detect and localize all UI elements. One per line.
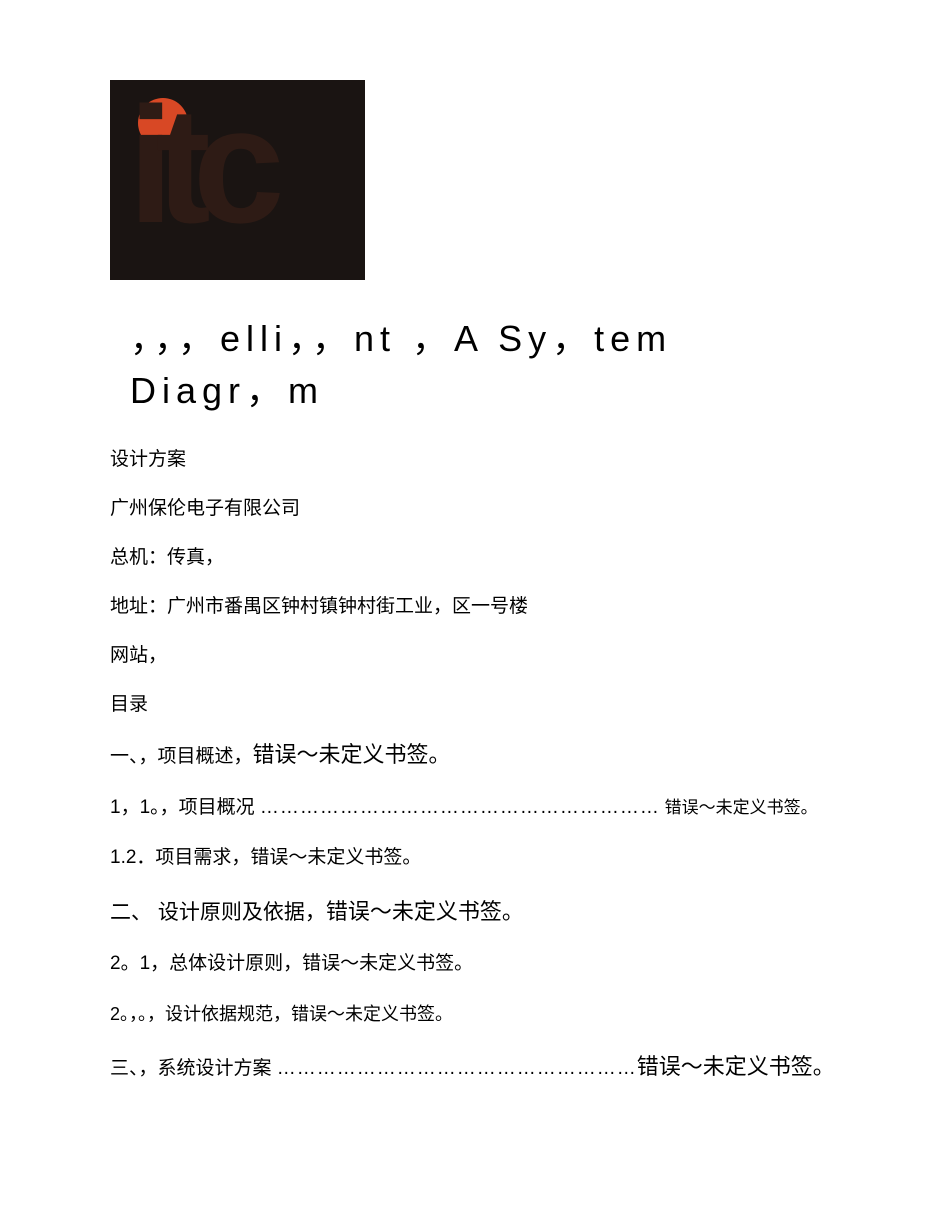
document-title: ，，，elli，，nt ，A Sy，tem Diagr，m — [130, 310, 840, 414]
toc-label: 目录 — [110, 689, 840, 716]
company-name: 广州保伦电子有限公司 — [110, 493, 840, 520]
toc-item-1-2: 1.2．项目需求，错误～未定义书签。 — [110, 844, 840, 873]
toc-item-3-error: 错误～未定义书签。 — [637, 1054, 835, 1079]
toc-item-1-1-dots: …………………………………………………… — [260, 797, 660, 818]
toc-item-2: 二、 设计原则及依据，错误～未定义书签。 — [110, 895, 840, 929]
toc-item-1: 一、，项目概述，错误～未定义书签。 — [110, 738, 840, 772]
toc-item-1-1-prefix: 1，1。，项目概况 — [110, 797, 260, 818]
address: 地址：广州市番禺区钟村镇钟村街工业，区一号楼 — [110, 591, 840, 618]
toc-item-1-1: 1，1。，项目概况 …………………………………………………… 错误～未定义书签。 — [110, 794, 840, 823]
phone-fax: 总机：传真， — [110, 542, 840, 569]
toc-item-3-prefix: 三、，系统设计方案 — [110, 1058, 277, 1079]
logo-text: itc — [128, 83, 267, 248]
toc-item-3: 三、，系统设计方案 ………………………………………………错误～未定义书签。 — [110, 1050, 840, 1084]
website: 网站， — [110, 640, 840, 667]
toc-item-2-2: 2。，。，设计依据规范，错误～未定义书签。 — [110, 1001, 840, 1028]
company-logo: itc — [110, 80, 365, 280]
toc-item-2-error: 错误～未定义书签。 — [326, 899, 524, 924]
toc-item-2-prefix: 二、 设计原则及依据， — [110, 901, 326, 924]
design-plan-label: 设计方案 — [110, 444, 840, 471]
toc-item-1-1-error: 错误～未定义书签。 — [660, 798, 818, 817]
toc-item-2-1: 2。1，总体设计原则，错误～未定义书签。 — [110, 950, 840, 979]
toc-item-1-prefix: 一、，项目概述， — [110, 746, 253, 767]
toc-item-3-dots: ……………………………………………… — [277, 1058, 637, 1079]
toc-item-1-error: 错误～未定义书签。 — [253, 742, 451, 767]
